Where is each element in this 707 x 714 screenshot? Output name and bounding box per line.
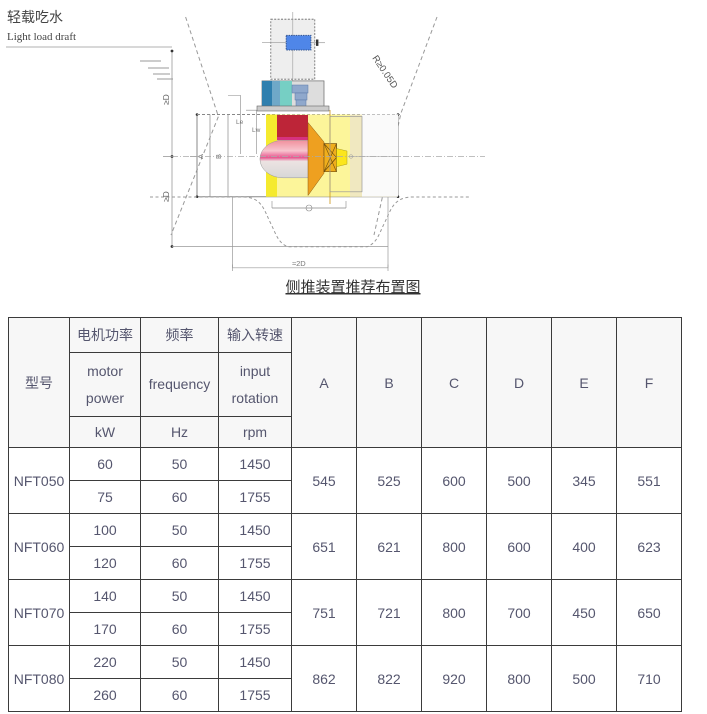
svg-text:Le: Le bbox=[236, 119, 244, 126]
svg-text:R≥0.05D: R≥0.05D bbox=[370, 54, 400, 91]
svg-text:侧推装置推荐布置图: 侧推装置推荐布置图 bbox=[285, 279, 420, 296]
svg-text:≥D: ≥D bbox=[161, 94, 171, 105]
svg-text:轻载吃水: 轻载吃水 bbox=[7, 9, 63, 25]
svg-text:≈2D: ≈2D bbox=[292, 259, 306, 268]
svg-text:Light load draft: Light load draft bbox=[7, 31, 76, 43]
svg-text:Lw: Lw bbox=[252, 127, 261, 134]
